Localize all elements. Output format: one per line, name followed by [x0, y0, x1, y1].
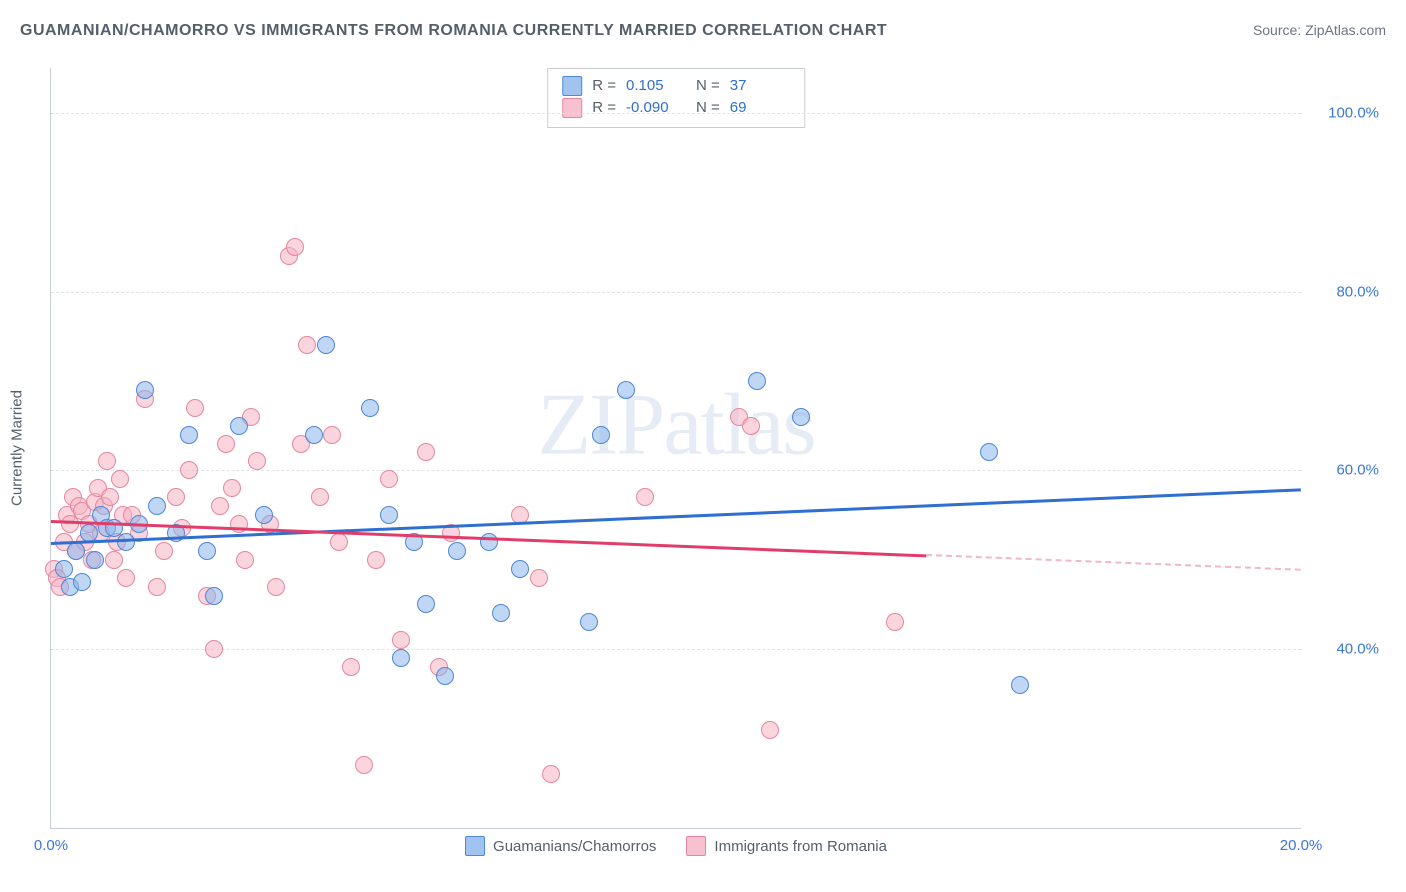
data-point	[267, 578, 285, 596]
data-point	[417, 443, 435, 461]
data-point	[205, 587, 223, 605]
data-point	[230, 417, 248, 435]
data-point	[761, 721, 779, 739]
data-point	[55, 560, 73, 578]
data-point	[211, 497, 229, 515]
data-point	[105, 551, 123, 569]
data-point	[317, 336, 335, 354]
data-point	[511, 560, 529, 578]
gridline	[51, 649, 1301, 650]
data-point	[448, 542, 466, 560]
data-point	[223, 479, 241, 497]
data-point	[136, 381, 154, 399]
data-point	[636, 488, 654, 506]
data-point	[480, 533, 498, 551]
y-tick-label: 40.0%	[1311, 641, 1379, 658]
data-point	[1011, 676, 1029, 694]
y-tick-label: 60.0%	[1311, 462, 1379, 479]
data-point	[367, 551, 385, 569]
gridline	[51, 470, 1301, 471]
stat-label: N =	[696, 75, 720, 97]
data-point	[101, 488, 119, 506]
data-point	[148, 497, 166, 515]
data-point	[748, 372, 766, 390]
data-point	[542, 765, 560, 783]
gridline	[51, 292, 1301, 293]
data-point	[73, 573, 91, 591]
data-point	[580, 613, 598, 631]
data-point	[617, 381, 635, 399]
data-point	[286, 238, 304, 256]
stat-value-n: 37	[730, 75, 790, 97]
x-tick-label: 0.0%	[34, 837, 68, 854]
data-point	[180, 426, 198, 444]
chart-title: GUAMANIAN/CHAMORRO VS IMMIGRANTS FROM RO…	[20, 22, 887, 39]
y-tick-label: 100.0%	[1311, 104, 1379, 121]
stat-label: R =	[592, 75, 616, 97]
data-point	[742, 417, 760, 435]
data-point	[155, 542, 173, 560]
swatch-blue-icon	[465, 836, 485, 856]
data-point	[86, 551, 104, 569]
data-point	[248, 452, 266, 470]
data-point	[205, 640, 223, 658]
data-point	[186, 399, 204, 417]
data-point	[792, 408, 810, 426]
y-axis-label: Currently Married	[9, 390, 26, 506]
trend-line	[926, 554, 1301, 571]
data-point	[167, 488, 185, 506]
legend-bottom: Guamanians/Chamorros Immigrants from Rom…	[465, 836, 887, 856]
stat-value-r: 0.105	[626, 75, 686, 97]
swatch-pink-icon	[686, 836, 706, 856]
data-point	[886, 613, 904, 631]
swatch-blue-icon	[562, 76, 582, 96]
data-point	[380, 470, 398, 488]
data-point	[98, 452, 116, 470]
data-point	[355, 756, 373, 774]
x-tick-label: 20.0%	[1280, 837, 1323, 854]
source-attribution: Source: ZipAtlas.com	[1253, 22, 1386, 38]
correlation-stats-box: R = 0.105 N = 37 R = -0.090 N = 69	[547, 68, 805, 128]
data-point	[217, 435, 235, 453]
stat-value-r: -0.090	[626, 97, 686, 119]
data-point	[361, 399, 379, 417]
data-point	[117, 569, 135, 587]
y-tick-label: 80.0%	[1311, 283, 1379, 300]
stat-label: N =	[696, 97, 720, 119]
data-point	[417, 595, 435, 613]
data-point	[380, 506, 398, 524]
swatch-pink-icon	[562, 98, 582, 118]
stats-row-blue: R = 0.105 N = 37	[562, 75, 790, 97]
data-point	[180, 461, 198, 479]
data-point	[323, 426, 341, 444]
data-point	[67, 542, 85, 560]
data-point	[236, 551, 254, 569]
data-point	[148, 578, 166, 596]
data-point	[330, 533, 348, 551]
data-point	[342, 658, 360, 676]
watermark-text: ZIPatlas	[537, 375, 814, 476]
data-point	[592, 426, 610, 444]
legend-label: Guamanians/Chamorros	[493, 838, 656, 855]
data-point	[392, 649, 410, 667]
data-point	[311, 488, 329, 506]
legend-item: Immigrants from Romania	[686, 836, 887, 856]
data-point	[436, 667, 454, 685]
data-point	[392, 631, 410, 649]
data-point	[492, 604, 510, 622]
data-point	[111, 470, 129, 488]
scatter-plot-area: Currently Married ZIPatlas R = 0.105 N =…	[50, 68, 1301, 829]
data-point	[305, 426, 323, 444]
gridline	[51, 113, 1301, 114]
legend-label: Immigrants from Romania	[714, 838, 887, 855]
data-point	[255, 506, 273, 524]
stats-row-pink: R = -0.090 N = 69	[562, 97, 790, 119]
data-point	[198, 542, 216, 560]
legend-item: Guamanians/Chamorros	[465, 836, 656, 856]
stat-value-n: 69	[730, 97, 790, 119]
data-point	[530, 569, 548, 587]
data-point	[980, 443, 998, 461]
stat-label: R =	[592, 97, 616, 119]
data-point	[298, 336, 316, 354]
